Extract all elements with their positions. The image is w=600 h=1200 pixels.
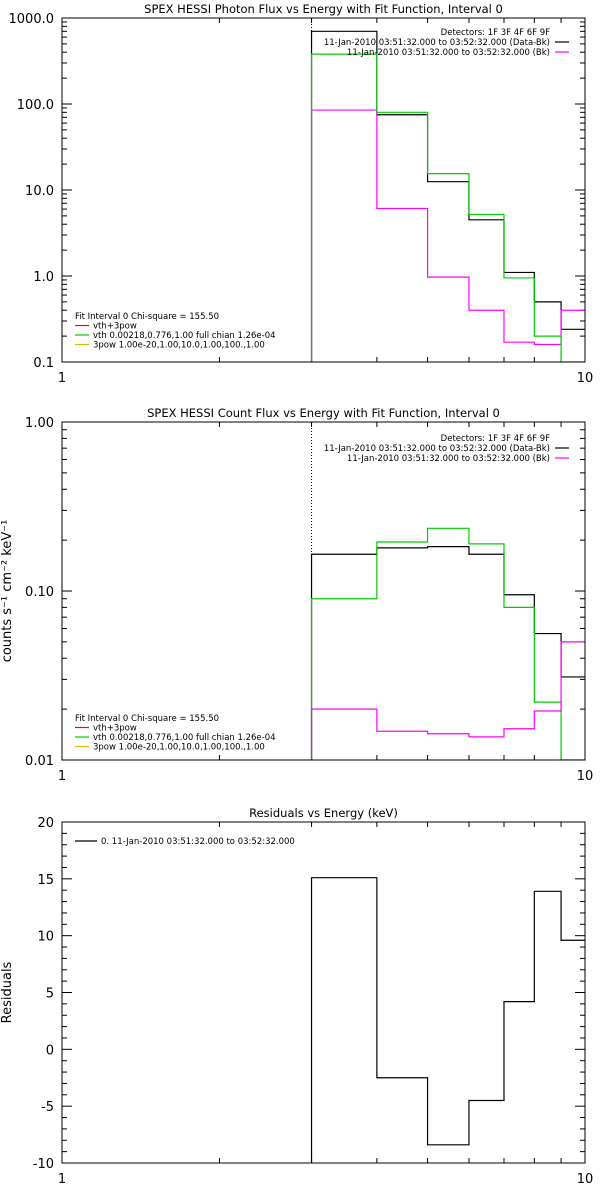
legend-header: Fit Interval 0 Chi-square = 155.50 <box>75 312 219 322</box>
x-tick-label: 1 <box>58 769 66 784</box>
chart-panel-2: SPEX HESSI Count Flux vs Energy with Fit… <box>0 406 593 784</box>
y-axis-label: counts s⁻¹ cm⁻² keV⁻¹ <box>0 520 15 663</box>
annotation-text: 11-Jan-2010 03:51:32.000 to 03:52:32.000… <box>324 38 550 48</box>
chart-title: SPEX HESSI Photon Flux vs Energy with Fi… <box>144 2 503 16</box>
chart-title: SPEX HESSI Count Flux vs Energy with Fit… <box>147 406 500 420</box>
series-line-3 <box>310 641 585 760</box>
series-line-1 <box>310 30 585 362</box>
legend-label: vth 0.00218,0.776,1.00 full chian 1.26e-… <box>93 331 276 341</box>
x-tick-label: 1 <box>58 1172 66 1187</box>
legend-header: Fit Interval 0 Chi-square = 155.50 <box>75 714 219 724</box>
chart-panel-1: SPEX HESSI Photon Flux vs Energy with Fi… <box>9 2 594 386</box>
annotation-text: 11-Jan-2010 03:51:32.000 to 03:52:32.000… <box>347 48 550 58</box>
y-tick-label: 1.00 <box>25 416 54 431</box>
y-tick-label: 5 <box>46 987 54 1002</box>
legend-label: 3pow 1.00e-20,1.00,10.0,1.00,100.,1.00 <box>93 743 265 753</box>
series-group <box>310 877 585 1163</box>
y-tick-label: -10 <box>33 1157 54 1172</box>
y-tick-label: 0.10 <box>25 585 54 600</box>
y-tick-label: 0.1 <box>33 356 54 371</box>
y-tick-label: 100.0 <box>17 98 54 113</box>
series-group <box>310 30 585 362</box>
x-tick-label: 1 <box>58 371 66 386</box>
series-line-1 <box>310 877 585 1163</box>
y-axis-label: Residuals <box>0 961 15 1023</box>
legend-label: 0. 11-Jan-2010 03:51:32.000 to 03:52:32.… <box>101 837 295 847</box>
y-tick-label: 1000.0 <box>9 12 55 27</box>
series-line-2 <box>310 109 585 362</box>
legend-label: 3pow 1.00e-20,1.00,10.0,1.00,100.,1.00 <box>93 341 265 351</box>
annotation-text: Detectors: 1F 3F 4F 6F 9F <box>441 434 550 444</box>
series-line-3 <box>310 53 585 362</box>
chart-title: Residuals vs Energy (keV) <box>249 806 398 820</box>
chart-panel-3: Residuals vs Energy (keV) 1 10 -10 -5 0 5 10 15 2… <box>0 806 593 1187</box>
series-line-1 <box>310 546 585 760</box>
legend-label: vth 0.00218,0.776,1.00 full chian 1.26e-… <box>93 733 276 743</box>
plot-frame <box>61 17 586 363</box>
x-tick-label: 10 <box>577 769 594 784</box>
plot-frame <box>61 421 586 761</box>
series-line-2 <box>310 527 585 760</box>
y-tick-label: -5 <box>41 1100 54 1115</box>
y-tick-label: 1.0 <box>33 270 54 285</box>
x-tick-label: 10 <box>577 371 594 386</box>
y-tick-label: 10.0 <box>25 184 54 199</box>
legend-label: vth+3pow <box>93 322 137 332</box>
y-tick-label: 0.01 <box>25 754 54 769</box>
y-tick-label: 20 <box>37 816 54 831</box>
y-tick-label: 15 <box>37 873 54 888</box>
legend-label: vth+3pow <box>93 724 137 734</box>
plot-frame <box>61 821 586 1164</box>
y-tick-label: 10 <box>37 930 54 945</box>
series-group <box>310 527 585 760</box>
annotation-text: 11-Jan-2010 03:51:32.000 to 03:52:32.000… <box>347 454 550 464</box>
annotation-text: 11-Jan-2010 03:51:32.000 to 03:52:32.000… <box>324 444 550 454</box>
annotation-text: Detectors: 1F 3F 4F 6F 9F <box>441 28 550 38</box>
y-tick-label: 0 <box>46 1043 54 1058</box>
x-tick-label: 10 <box>577 1172 594 1187</box>
